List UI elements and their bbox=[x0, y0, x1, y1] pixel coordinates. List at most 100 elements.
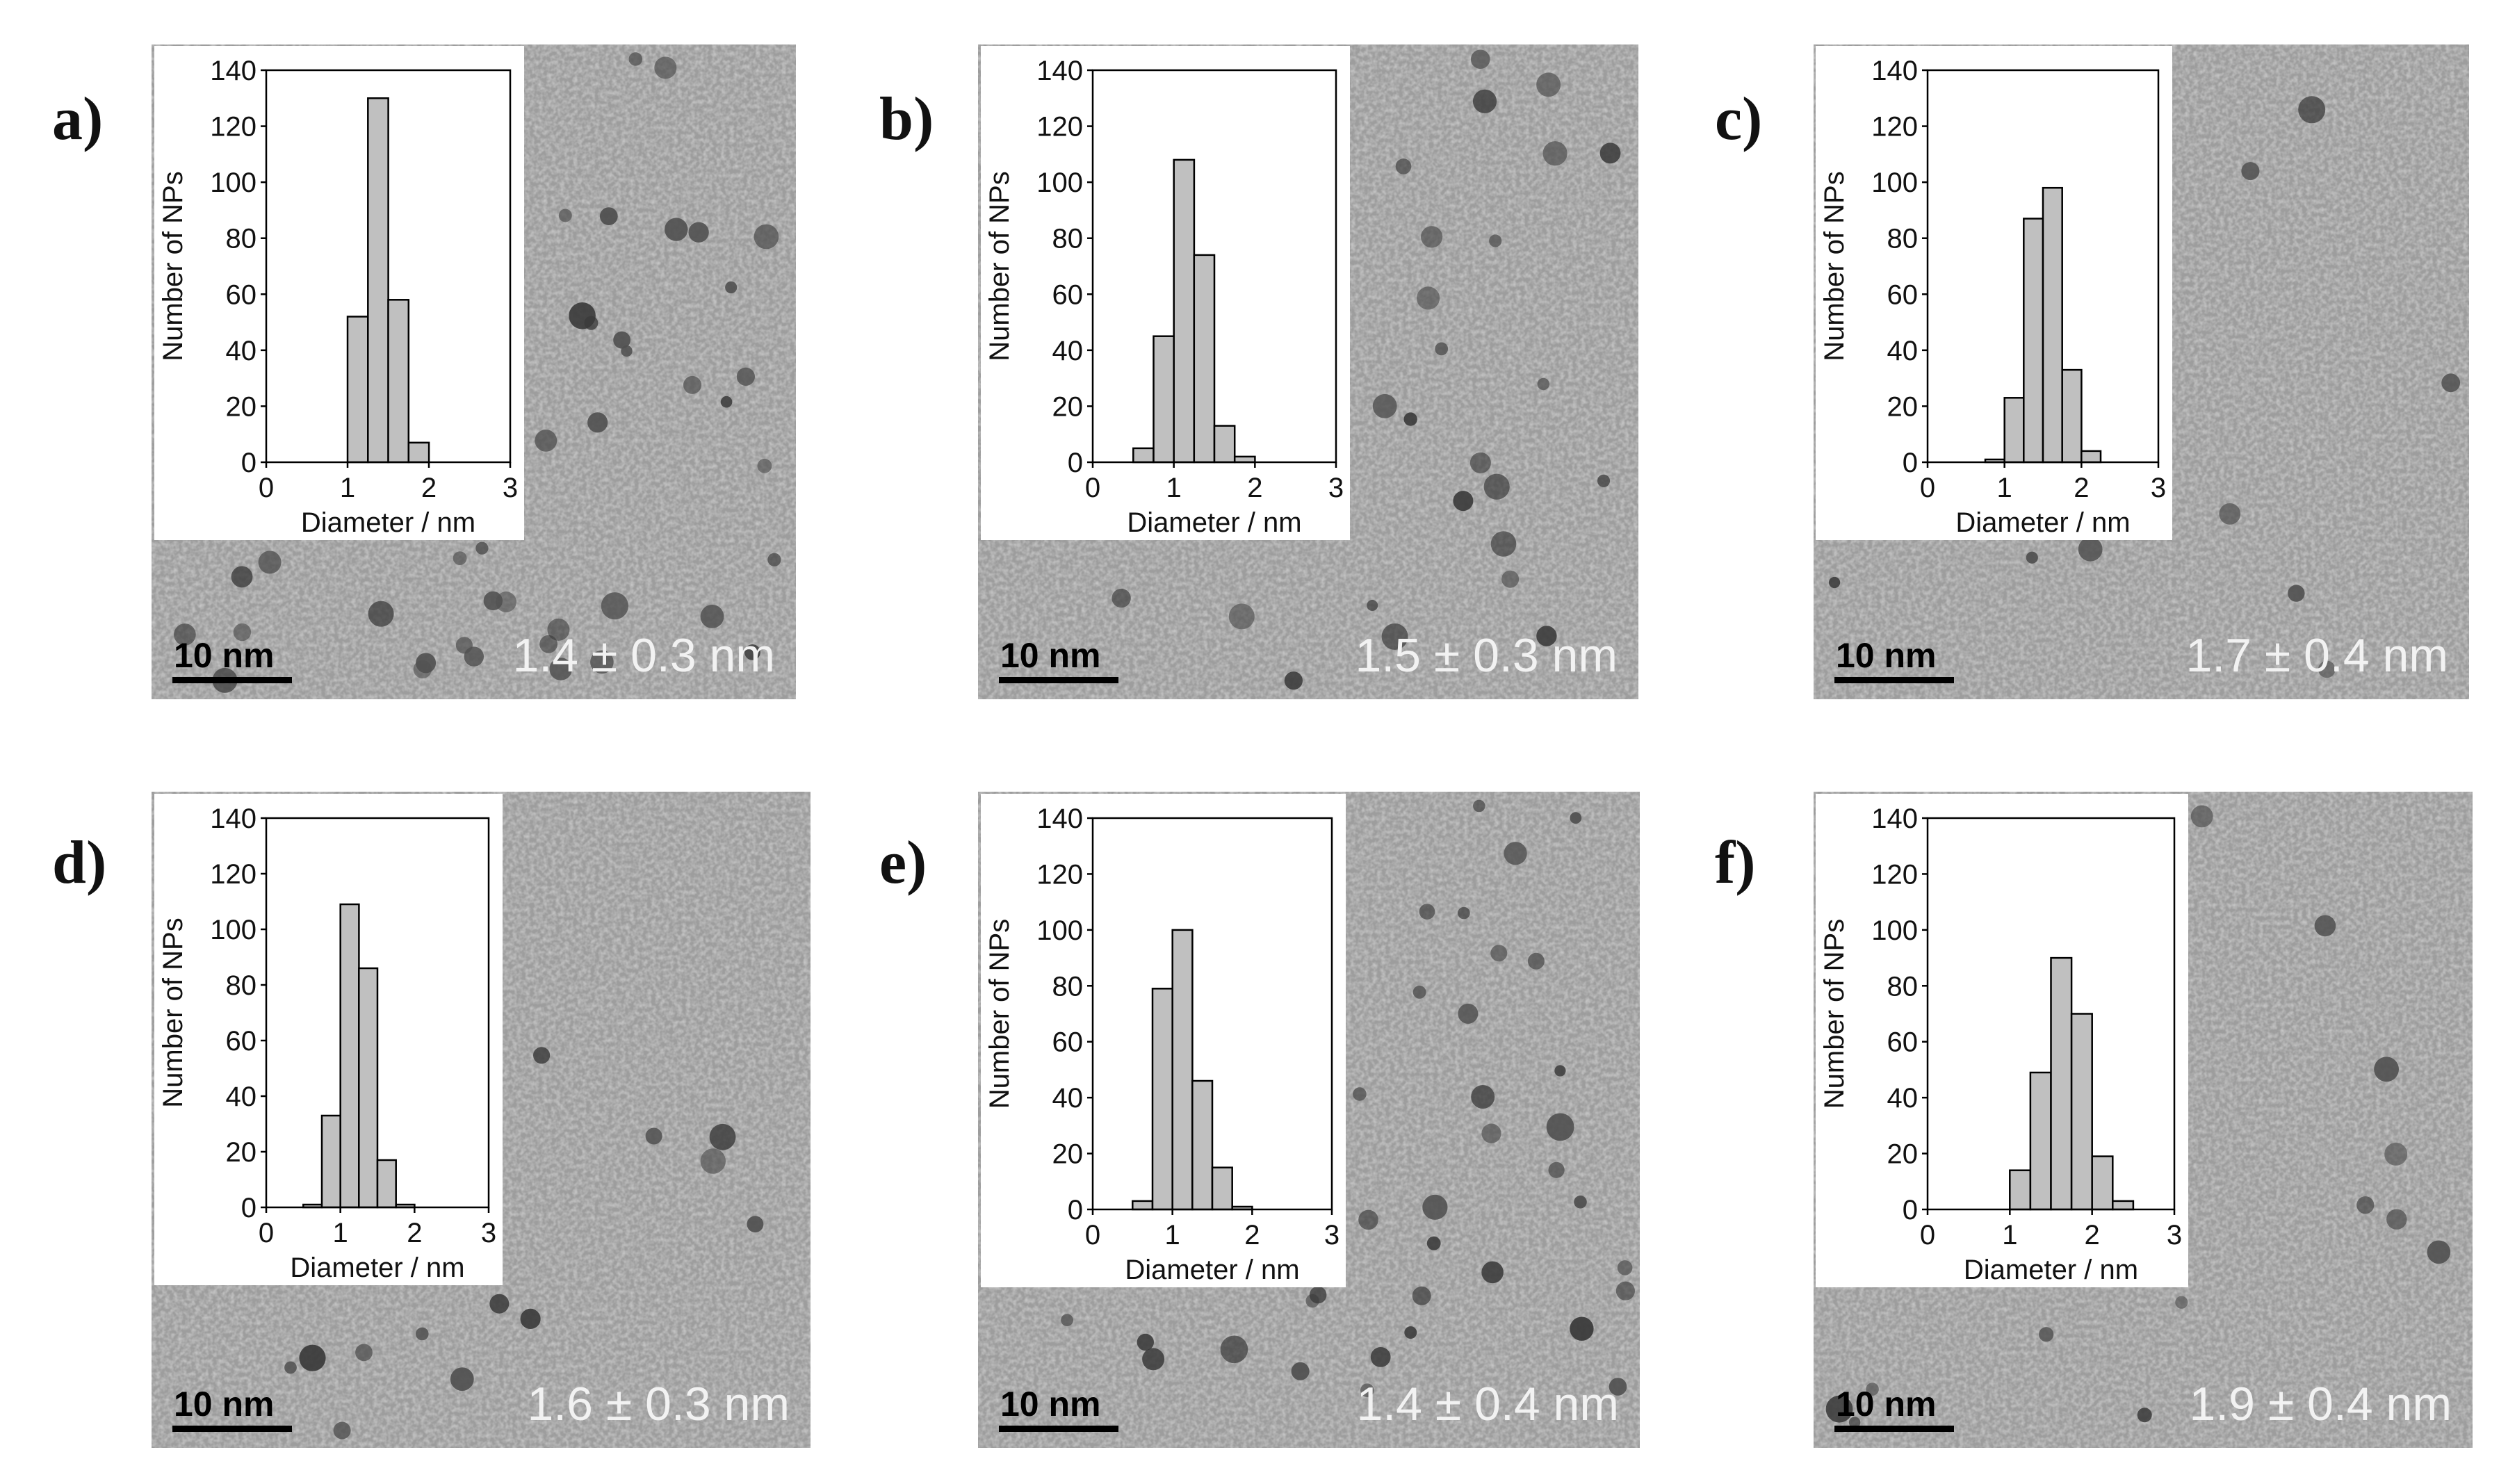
nanoparticle bbox=[416, 653, 437, 674]
nanoparticle bbox=[2288, 585, 2305, 602]
y-tick-label: 60 bbox=[226, 279, 257, 310]
scale-bar bbox=[999, 1426, 1118, 1432]
nanoparticle bbox=[1370, 1347, 1391, 1367]
nanoparticle bbox=[231, 566, 253, 588]
x-axis-title: Diameter / nm bbox=[1127, 507, 1301, 538]
nanoparticle bbox=[1469, 452, 1491, 473]
nanoparticle bbox=[2078, 537, 2103, 562]
x-axis-title: Diameter / nm bbox=[1125, 1255, 1299, 1285]
nanoparticle bbox=[2190, 805, 2213, 828]
panel-e: 10 nm 1.4 ± 0.4 nm e) 0 20 40 60 80 100 120 140 0 1 2… bbox=[879, 792, 1640, 1448]
histogram-bar bbox=[407, 441, 430, 464]
nanoparticle bbox=[1395, 158, 1412, 174]
nanoparticle bbox=[483, 591, 503, 611]
y-tick-label: 100 bbox=[1036, 915, 1083, 946]
nanoparticle bbox=[1061, 1314, 1073, 1327]
histogram-bar bbox=[2061, 368, 2083, 464]
histogram-bar bbox=[339, 903, 360, 1209]
nanoparticle bbox=[2175, 1296, 2188, 1309]
histogram-bar bbox=[1193, 254, 1216, 464]
x-tick-label: 0 bbox=[259, 1218, 274, 1248]
nanoparticle bbox=[665, 218, 688, 241]
histogram-bar bbox=[2009, 1169, 2032, 1211]
bars bbox=[1984, 186, 2102, 464]
nanoparticles bbox=[174, 52, 781, 693]
nanoparticle bbox=[1470, 49, 1490, 70]
nanoparticle bbox=[1220, 1335, 1248, 1364]
histogram-bar bbox=[320, 1114, 341, 1209]
x-axis-title: Diameter / nm bbox=[301, 507, 475, 538]
nanoparticle bbox=[1609, 1378, 1627, 1396]
panel-label: a) bbox=[52, 85, 103, 153]
histogram-bar bbox=[2003, 397, 2025, 464]
x-axis-title: Diameter / nm bbox=[1955, 507, 2130, 538]
histogram-bar bbox=[2112, 1200, 2135, 1211]
histogram-bar bbox=[2023, 218, 2044, 464]
nanoparticle bbox=[368, 601, 394, 627]
histogram-bar bbox=[2070, 1013, 2093, 1211]
nanoparticle bbox=[1228, 603, 1255, 630]
nanoparticle bbox=[174, 623, 196, 646]
nanoparticle bbox=[1453, 491, 1474, 512]
y-tick-label: 0 bbox=[1068, 448, 1083, 478]
nanoparticle bbox=[1574, 1196, 1587, 1209]
y-tick-label: 40 bbox=[1052, 336, 1084, 366]
y-tick-label: 120 bbox=[210, 859, 256, 890]
y-tick-label: 20 bbox=[226, 391, 257, 422]
nanoparticle bbox=[355, 1344, 373, 1362]
x-tick-label: 2 bbox=[2074, 473, 2089, 503]
nanoparticle bbox=[2137, 1408, 2152, 1423]
nanoparticle bbox=[2374, 1057, 2400, 1082]
bars bbox=[2009, 956, 2135, 1211]
histogram-bar bbox=[358, 967, 379, 1209]
nanoparticle bbox=[1291, 1362, 1310, 1380]
y-tick-label: 60 bbox=[1887, 1027, 1919, 1058]
nanoparticle bbox=[645, 1127, 662, 1145]
nanoparticle bbox=[2427, 1240, 2451, 1264]
nanoparticle bbox=[1403, 412, 1417, 426]
histogram-inset: 0 20 40 60 80 100 120 140 0 1 2 3 Diameter / nm Numbe… bbox=[154, 46, 524, 540]
y-tick-label: 140 bbox=[1036, 56, 1083, 86]
nanoparticle bbox=[520, 1308, 541, 1329]
inset-background bbox=[154, 794, 503, 1285]
x-axis-title: Diameter / nm bbox=[290, 1253, 464, 1283]
nanoparticles bbox=[284, 1047, 764, 1440]
histogram-bar bbox=[346, 316, 369, 464]
x-tick-label: 2 bbox=[1247, 473, 1262, 503]
y-tick-label: 20 bbox=[1052, 391, 1084, 422]
y-tick-label: 0 bbox=[1903, 448, 1918, 478]
nanoparticle bbox=[767, 553, 781, 566]
nanoparticle bbox=[744, 644, 760, 660]
nanoparticle bbox=[1471, 1085, 1495, 1109]
nanoparticle bbox=[1284, 671, 1303, 690]
nanoparticle bbox=[1825, 1395, 1853, 1423]
nanoparticle bbox=[709, 1123, 736, 1150]
plot-frame bbox=[265, 817, 490, 1209]
nanoparticle bbox=[1458, 906, 1470, 920]
nanoparticle bbox=[1570, 1316, 1594, 1341]
nanoparticle bbox=[1866, 1383, 1879, 1396]
nanoparticle bbox=[1536, 626, 1557, 646]
histogram-bar bbox=[1191, 1079, 1214, 1211]
inset-background bbox=[154, 46, 524, 540]
nanoparticle bbox=[2384, 1142, 2408, 1166]
y-tick-label: 100 bbox=[1871, 915, 1918, 946]
nanoparticle bbox=[601, 592, 629, 620]
y-tick-label: 20 bbox=[1052, 1139, 1084, 1170]
nanoparticle bbox=[233, 623, 252, 642]
plot-frame bbox=[265, 69, 512, 464]
x-tick-label: 2 bbox=[407, 1218, 422, 1248]
y-tick-label: 120 bbox=[1871, 112, 1918, 142]
nanoparticle bbox=[1490, 945, 1508, 962]
histogram-inset: 0 20 40 60 80 100 120 140 0 1 2 3 Diameter / nm Numbe… bbox=[981, 794, 1346, 1287]
nanoparticle bbox=[2314, 915, 2336, 937]
nanoparticle bbox=[284, 1361, 297, 1374]
y-tick-label: 20 bbox=[1887, 1139, 1919, 1170]
nanoparticle bbox=[258, 551, 282, 574]
y-tick-label: 100 bbox=[210, 915, 256, 945]
nanoparticle bbox=[1412, 1286, 1431, 1305]
nanoparticle bbox=[416, 1327, 429, 1341]
y-tick-label: 60 bbox=[1887, 279, 1919, 310]
nanoparticle bbox=[1404, 1326, 1417, 1339]
